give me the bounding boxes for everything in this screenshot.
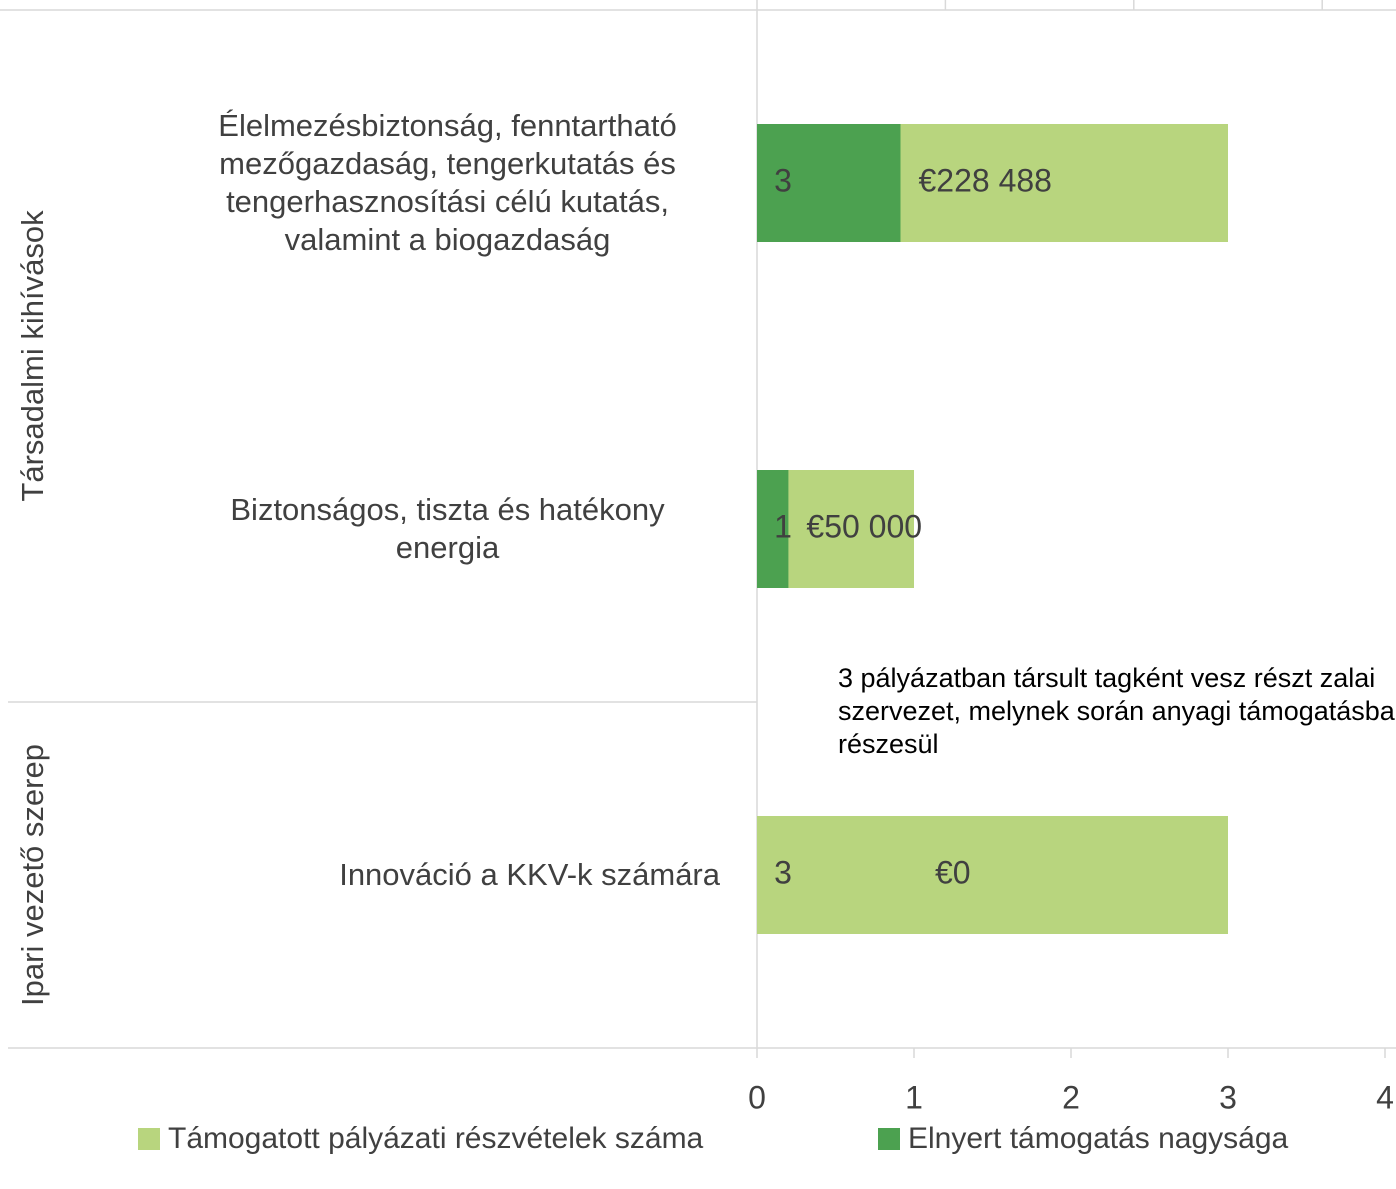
category-label-text: Élelmezésbiztonság, fenntartható mezőgaz… [218,108,677,257]
legend-item: Támogatott pályázati részvételek száma [138,1122,703,1156]
x-tick-label: 3 [1219,1079,1237,1115]
legend-swatch [138,1128,160,1150]
data-label: 3 [774,854,792,890]
data-label: 1 [774,508,792,544]
category-label: Élelmezésbiztonság, fenntartható mezőgaz… [175,107,720,259]
group-label: Ipari vezető szerep [15,744,50,1006]
group-label: Társadalmi kihívások [15,210,50,502]
data-label: €50 000 [806,508,922,544]
x-tick-label: 4 [1376,1079,1394,1115]
data-label: €228 488 [918,162,1051,198]
x-tick-label: 0 [748,1079,766,1115]
bar [757,816,1228,934]
data-label: €0 [935,854,971,890]
category-label: Biztonságos, tiszta és hatékony energia [175,491,720,567]
x-tick-label: 2 [1062,1079,1080,1115]
annotation: 3 pályázatban társult tagként vesz részt… [838,663,1396,759]
x-tick-label: 1 [905,1079,923,1115]
bar [757,124,901,242]
legend-swatch [878,1128,900,1150]
legend-item: Elnyert támogatás nagysága [878,1122,1288,1156]
category-label-text: Innováció a KKV-k számára [339,857,720,892]
bar [757,470,789,588]
data-label: 3 [774,162,792,198]
legend-label: Elnyert támogatás nagysága [908,1122,1289,1155]
legend-label: Támogatott pályázati részvételek száma [168,1122,704,1155]
category-label-text: Biztonságos, tiszta és hatékony energia [230,492,665,565]
category-label: Innováció a KKV-k számára [339,856,720,894]
